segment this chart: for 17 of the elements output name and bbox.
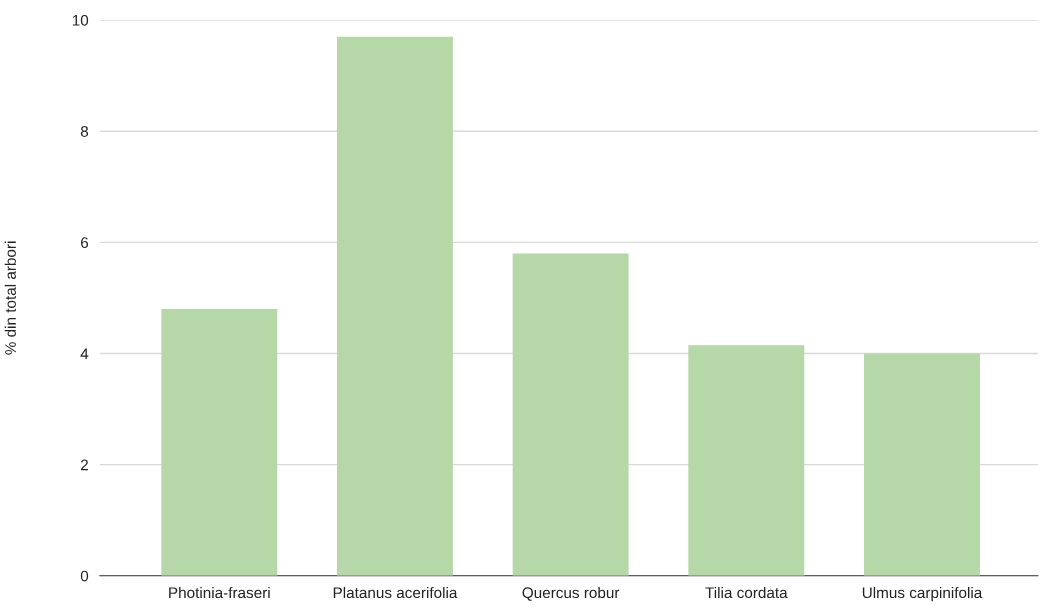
bar (864, 353, 980, 576)
x-tick-label: Tilia cordata (705, 586, 788, 599)
bar (161, 309, 278, 576)
bar (512, 253, 629, 576)
x-tick-label: Platanus acerifolia (333, 586, 458, 599)
x-tick-label: Photinia-fraseri (169, 586, 270, 599)
y-axis-title: % din total arbori (4, 241, 16, 355)
y-tick-label: 6 (81, 237, 89, 249)
y-tick-label: 8 (80, 126, 89, 137)
x-tick-label: Quercus robur (522, 586, 620, 601)
y-tick-label: 10 (72, 14, 89, 26)
x-tick-label: Ulmus carpinifolia (862, 586, 983, 602)
y-tick-label: 4 (80, 348, 89, 360)
y-tick-label: 2 (81, 459, 88, 471)
y-tick-label: 0 (80, 570, 89, 582)
bar (688, 345, 805, 576)
bar (337, 36, 453, 576)
